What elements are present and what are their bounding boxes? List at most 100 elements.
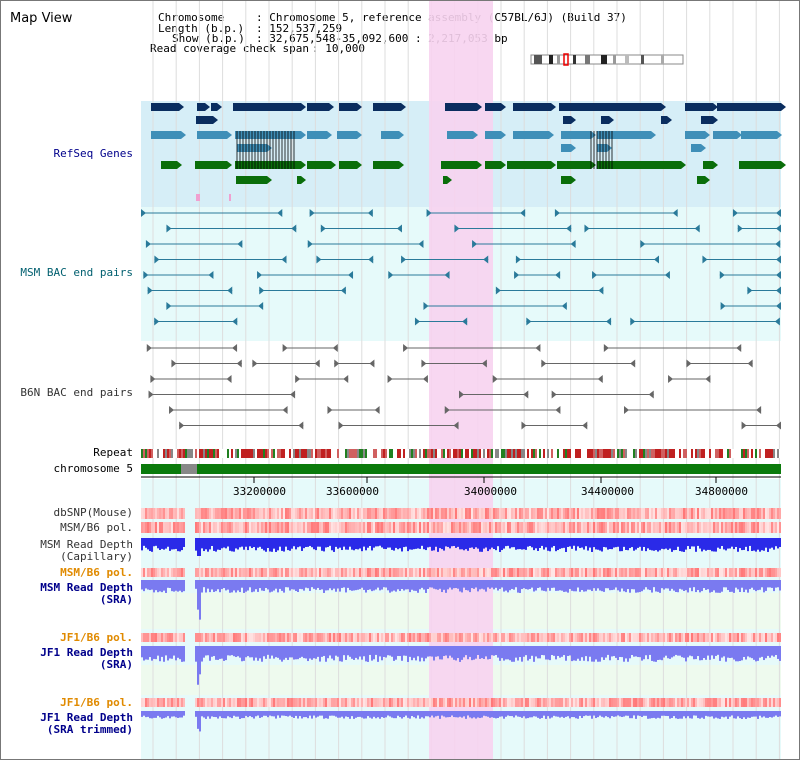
repeat-mark xyxy=(287,449,289,458)
repeat-mark xyxy=(213,449,215,458)
read-depth-bar xyxy=(153,538,155,547)
heat-strip xyxy=(221,633,223,642)
heat-strip xyxy=(625,568,627,577)
read-depth-bar xyxy=(213,646,215,657)
bac-end xyxy=(368,255,374,264)
heat-strip xyxy=(331,522,333,533)
read-depth-bar xyxy=(631,646,633,656)
read-depth-bar xyxy=(181,646,183,662)
read-depth-bar xyxy=(531,646,533,656)
heat-strip xyxy=(327,698,329,707)
bac-end xyxy=(521,421,527,430)
read-depth-bar xyxy=(411,646,413,661)
heat-strip xyxy=(463,522,465,533)
read-depth-bar xyxy=(321,646,323,657)
heat-strip xyxy=(481,522,483,533)
heat-strip xyxy=(463,568,465,577)
read-depth-bar xyxy=(371,646,373,661)
heat-strip xyxy=(151,568,153,577)
repeat-mark xyxy=(323,449,325,458)
repeat-mark xyxy=(623,449,625,458)
read-depth-bar xyxy=(645,580,647,588)
read-depth-bar xyxy=(699,580,701,593)
heat-strip xyxy=(767,633,769,642)
read-depth-bar xyxy=(757,711,759,719)
heat-strip xyxy=(673,633,675,642)
read-depth-bar xyxy=(195,646,197,662)
length-key: Length (b.p.) xyxy=(158,22,245,35)
heat-strip xyxy=(377,633,379,642)
read-depth-bar xyxy=(247,711,249,718)
repeat-mark xyxy=(453,449,455,458)
read-depth-bar xyxy=(275,711,277,719)
repeat-mark xyxy=(311,449,313,458)
bac-end xyxy=(566,224,572,233)
heat-strip xyxy=(321,508,323,519)
read-depth-bar xyxy=(399,580,401,592)
read-depth-bar xyxy=(601,538,603,552)
read-depth-bar xyxy=(343,580,345,588)
heat-strip xyxy=(175,568,177,577)
heat-strip xyxy=(195,568,197,577)
gene-strand-arrow xyxy=(591,131,596,139)
read-depth-bar xyxy=(427,538,429,548)
read-depth-bar xyxy=(479,538,481,552)
heat-strip xyxy=(579,698,581,707)
heat-strip xyxy=(171,508,173,519)
heat-strip xyxy=(247,508,249,519)
repeat-mark xyxy=(595,449,597,458)
heat-strip xyxy=(445,568,447,577)
heat-strip xyxy=(763,508,765,519)
heat-strip xyxy=(151,508,153,519)
heat-strip xyxy=(631,633,633,642)
heat-strip xyxy=(687,508,689,519)
heat-strip xyxy=(631,508,633,519)
read-depth-bar xyxy=(601,646,603,658)
read-depth-bar xyxy=(373,538,375,548)
read-depth-bar xyxy=(275,646,277,658)
read-depth-bar xyxy=(587,711,589,716)
heat-strip xyxy=(497,568,499,577)
heat-strip xyxy=(695,508,697,519)
read-depth-bar xyxy=(235,538,237,549)
heat-strip xyxy=(171,698,173,707)
heat-strip xyxy=(149,633,151,642)
read-depth-bar xyxy=(367,646,369,662)
read-depth-bar xyxy=(567,580,569,593)
heat-strip xyxy=(593,698,595,707)
heat-strip xyxy=(585,522,587,533)
read-depth-bar xyxy=(461,711,463,718)
heat-strip xyxy=(675,522,677,533)
heat-strip xyxy=(441,522,443,533)
heat-strip xyxy=(329,508,331,519)
heat-strip xyxy=(477,522,479,533)
heat-strip xyxy=(535,633,537,642)
heat-strip xyxy=(247,698,249,707)
heat-strip xyxy=(721,698,723,707)
heat-strip xyxy=(411,698,413,707)
repeat-mark xyxy=(283,449,285,458)
repeat-mark xyxy=(215,449,217,458)
repeat-mark xyxy=(439,449,441,458)
heat-strip xyxy=(657,568,659,577)
heat-strip xyxy=(467,508,469,519)
read-depth-bar xyxy=(291,580,293,590)
heat-strip xyxy=(587,508,589,519)
read-depth-bar xyxy=(763,580,765,593)
heat-strip xyxy=(237,568,239,577)
bac-end xyxy=(570,240,576,248)
read-depth-bar xyxy=(367,711,369,717)
repeat-mark xyxy=(531,449,533,458)
heat-strip xyxy=(601,508,603,519)
bac-end xyxy=(290,390,296,399)
read-depth-bar xyxy=(751,711,753,717)
read-depth-bar xyxy=(631,538,633,548)
read-depth-bar xyxy=(595,646,597,660)
read-depth-bar xyxy=(499,646,501,661)
heat-strip xyxy=(223,698,225,707)
heat-strip xyxy=(333,698,335,707)
read-depth-bar xyxy=(683,711,685,717)
bac-end xyxy=(387,375,393,383)
heat-strip xyxy=(499,522,501,533)
